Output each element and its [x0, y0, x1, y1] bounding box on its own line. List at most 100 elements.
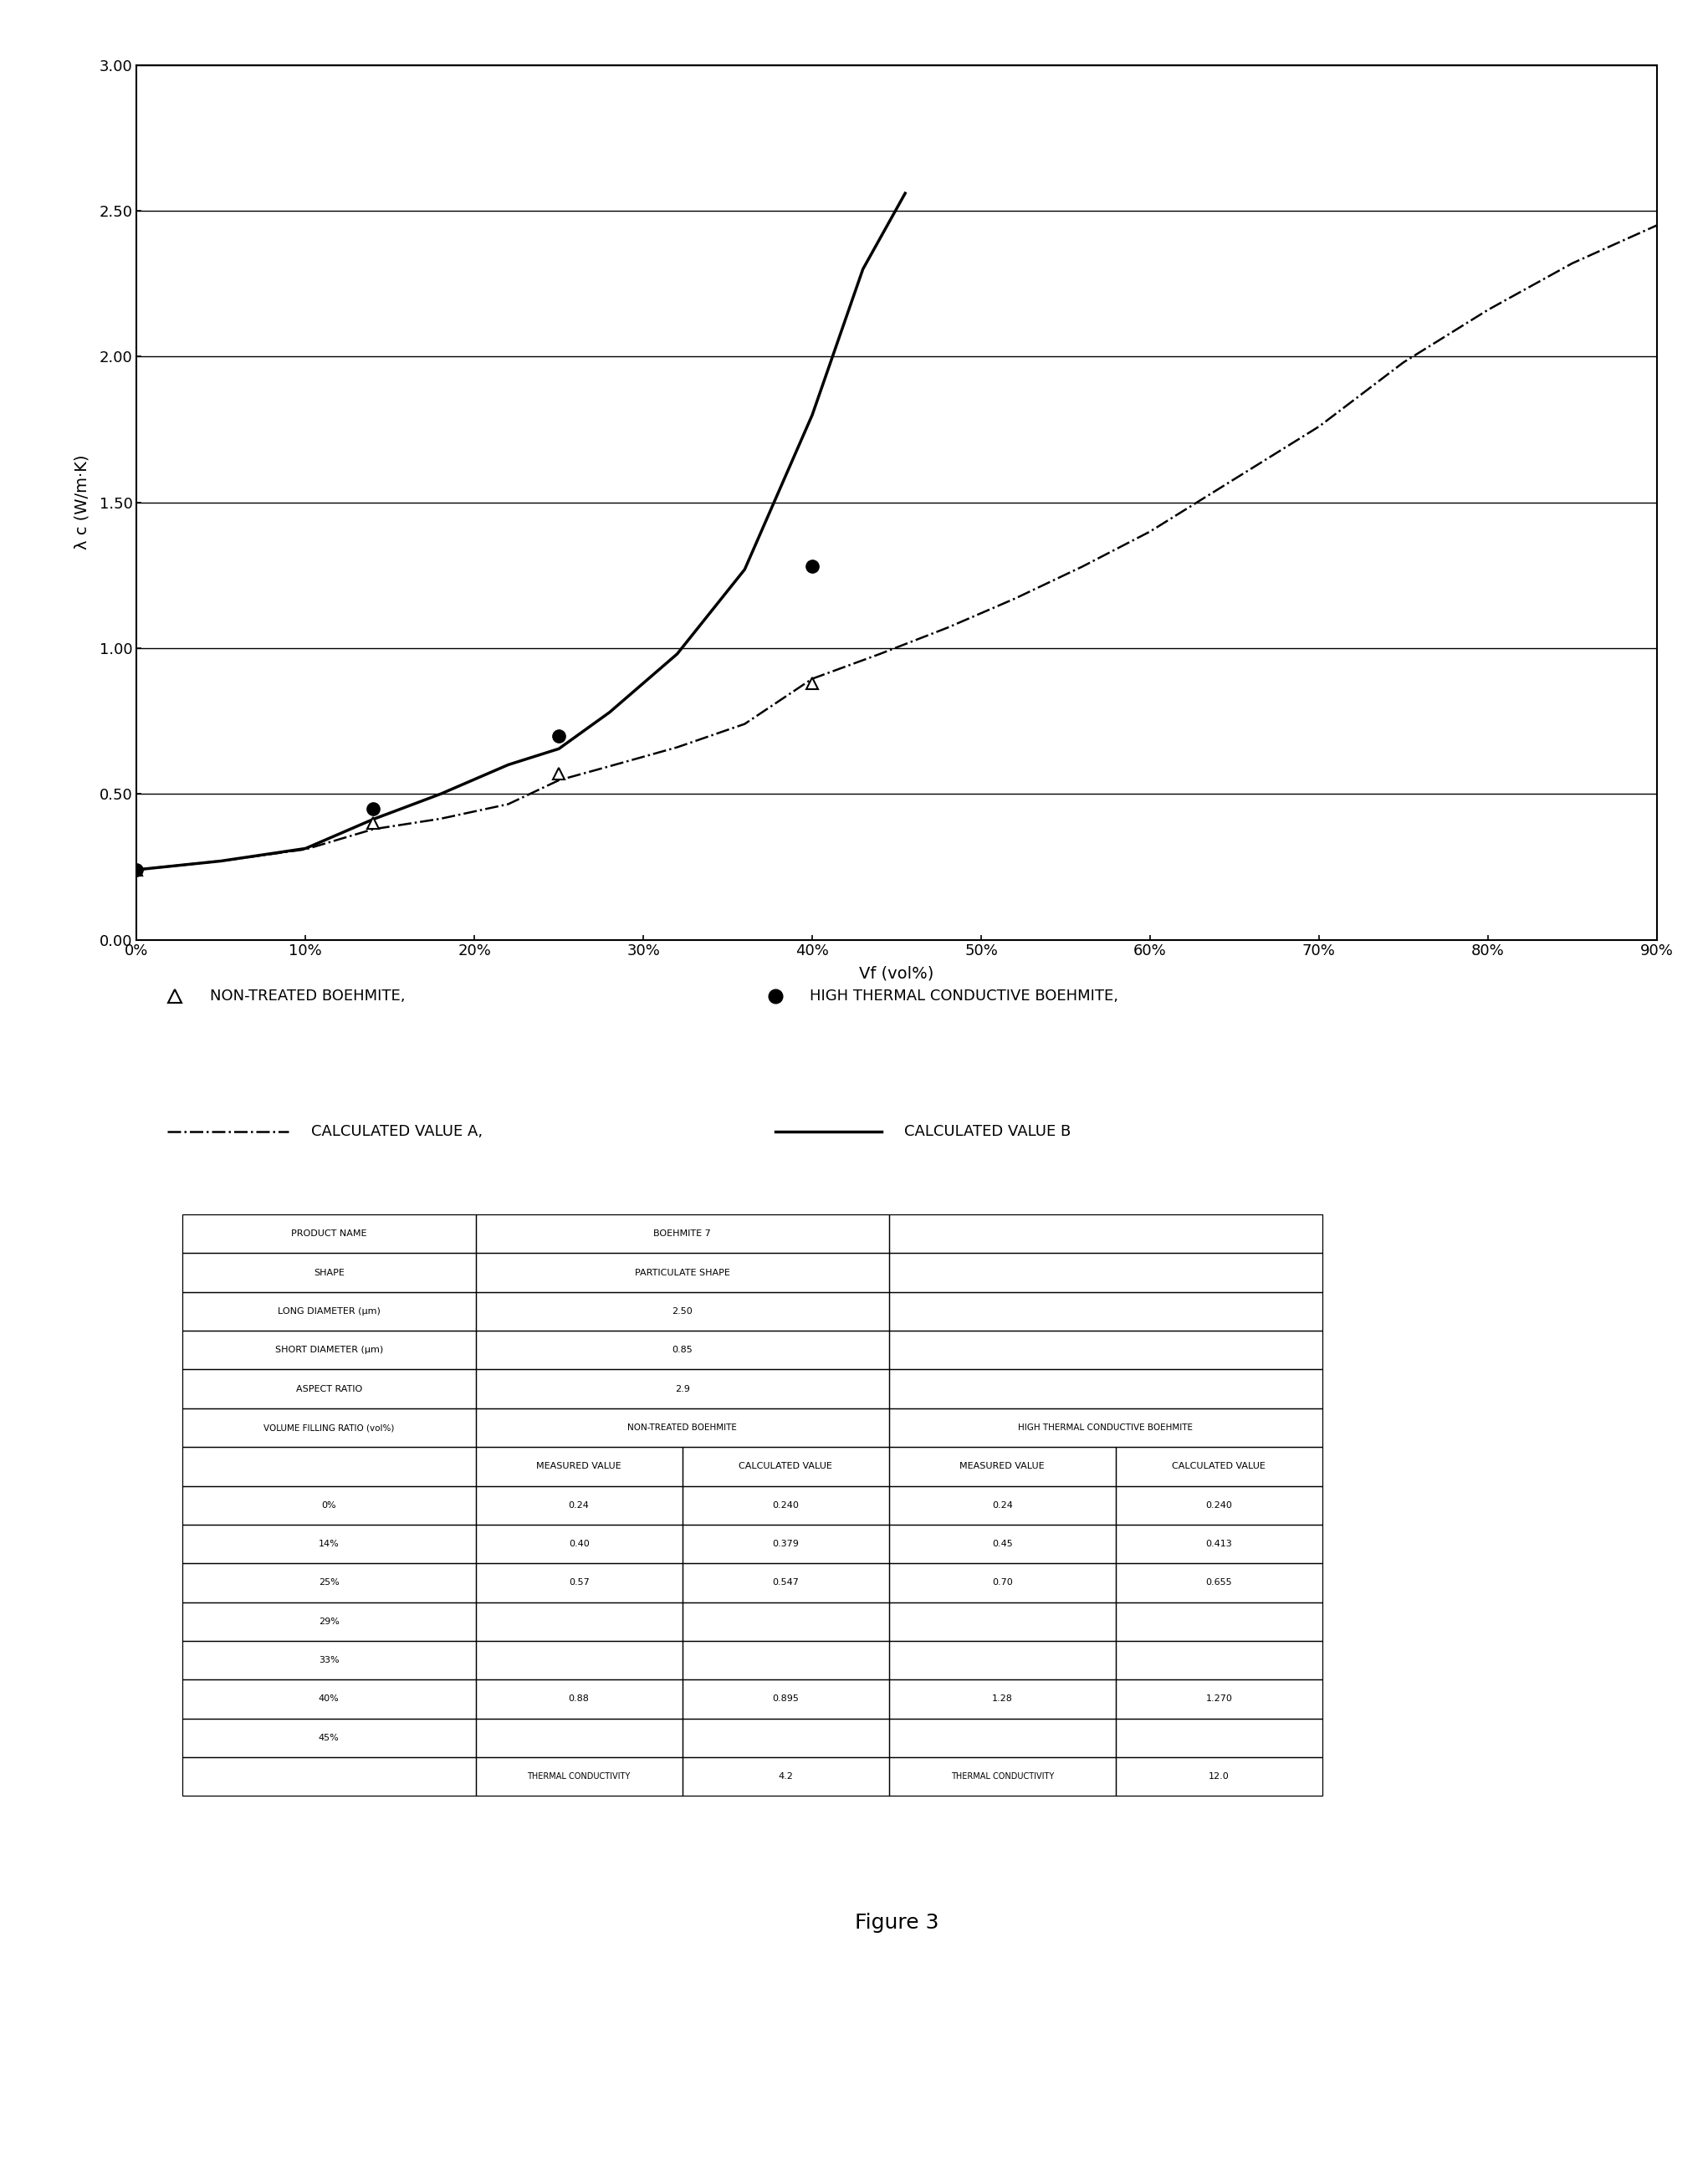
Bar [183, 1679, 475, 1718]
Bar [681, 1601, 888, 1640]
Bar [888, 1370, 1322, 1409]
Text: NON-TREATED BOEHMITE: NON-TREATED BOEHMITE [627, 1424, 738, 1432]
Bar [681, 1562, 888, 1601]
Text: HIGH THERMAL CONDUCTIVE BOEHMITE,: HIGH THERMAL CONDUCTIVE BOEHMITE, [810, 988, 1119, 1003]
Text: 0.240: 0.240 [1206, 1502, 1233, 1510]
Text: 0.895: 0.895 [772, 1695, 799, 1703]
Text: 2.50: 2.50 [671, 1307, 693, 1315]
Bar [475, 1214, 888, 1253]
Text: 1.270: 1.270 [1206, 1695, 1233, 1703]
Bar [475, 1640, 681, 1679]
Text: 0.379: 0.379 [772, 1541, 799, 1547]
Text: BOEHMITE 7: BOEHMITE 7 [654, 1229, 711, 1237]
Text: PARTICULATE SHAPE: PARTICULATE SHAPE [635, 1268, 729, 1276]
Text: 29%: 29% [318, 1617, 340, 1625]
Bar [183, 1448, 475, 1487]
Text: 0.240: 0.240 [772, 1502, 799, 1510]
Text: 12.0: 12.0 [1209, 1773, 1230, 1781]
Bar [475, 1757, 681, 1796]
Bar [475, 1292, 888, 1331]
X-axis label: Vf (vol%): Vf (vol%) [859, 966, 934, 982]
Text: 0.413: 0.413 [1206, 1541, 1231, 1547]
Bar [1115, 1448, 1322, 1487]
Text: PRODUCT NAME: PRODUCT NAME [290, 1229, 367, 1237]
Bar [888, 1601, 1115, 1640]
Text: 0.547: 0.547 [772, 1578, 799, 1586]
Bar [183, 1409, 475, 1448]
Text: 4.2: 4.2 [779, 1773, 793, 1781]
Bar [681, 1718, 888, 1757]
Text: 14%: 14% [319, 1541, 340, 1547]
Bar [1115, 1718, 1322, 1757]
Text: SHORT DIAMETER (μm): SHORT DIAMETER (μm) [275, 1346, 383, 1354]
Bar [888, 1487, 1115, 1526]
Text: THERMAL CONDUCTIVITY: THERMAL CONDUCTIVITY [951, 1773, 1054, 1781]
Bar [183, 1331, 475, 1370]
Text: NON-TREATED BOEHMITE,: NON-TREATED BOEHMITE, [210, 988, 405, 1003]
Text: Figure 3: Figure 3 [854, 1913, 939, 1933]
Text: VOLUME FILLING RATIO (vol%): VOLUME FILLING RATIO (vol%) [263, 1424, 395, 1432]
Text: 0.57: 0.57 [569, 1578, 589, 1586]
Bar [681, 1757, 888, 1796]
Text: 0.70: 0.70 [992, 1578, 1013, 1586]
Bar [681, 1487, 888, 1526]
Text: ASPECT RATIO: ASPECT RATIO [295, 1385, 362, 1393]
Bar [888, 1409, 1322, 1448]
Text: SHAPE: SHAPE [314, 1268, 345, 1276]
Bar [888, 1292, 1322, 1331]
Text: LONG DIAMETER (μm): LONG DIAMETER (μm) [277, 1307, 381, 1315]
Bar [183, 1526, 475, 1562]
Bar [183, 1253, 475, 1292]
Bar [1115, 1601, 1322, 1640]
Bar [888, 1640, 1115, 1679]
Bar [888, 1757, 1115, 1796]
Bar [1115, 1640, 1322, 1679]
Bar [183, 1562, 475, 1601]
Text: 0.45: 0.45 [992, 1541, 1013, 1547]
Text: THERMAL CONDUCTIVITY: THERMAL CONDUCTIVITY [528, 1773, 630, 1781]
Text: CALCULATED VALUE A,: CALCULATED VALUE A, [311, 1125, 483, 1140]
Text: 0.24: 0.24 [992, 1502, 1013, 1510]
Bar [888, 1526, 1115, 1562]
Bar [681, 1640, 888, 1679]
Bar [888, 1331, 1322, 1370]
Text: 2.9: 2.9 [675, 1385, 690, 1393]
Bar [183, 1292, 475, 1331]
Bar [183, 1718, 475, 1757]
Bar [1115, 1679, 1322, 1718]
Bar [1115, 1487, 1322, 1526]
Bar [888, 1562, 1115, 1601]
Text: MEASURED VALUE: MEASURED VALUE [536, 1463, 622, 1471]
Text: 0.85: 0.85 [671, 1346, 693, 1354]
Bar [183, 1757, 475, 1796]
Bar [475, 1526, 681, 1562]
Bar [183, 1640, 475, 1679]
Bar [681, 1448, 888, 1487]
Bar [888, 1718, 1115, 1757]
Bar [475, 1448, 681, 1487]
Text: 25%: 25% [319, 1578, 340, 1586]
Text: 0.88: 0.88 [569, 1695, 589, 1703]
Text: CALCULATED VALUE: CALCULATED VALUE [1172, 1463, 1266, 1471]
Bar [183, 1370, 475, 1409]
Bar [888, 1448, 1115, 1487]
Bar [681, 1526, 888, 1562]
Text: CALCULATED VALUE: CALCULATED VALUE [740, 1463, 832, 1471]
Bar [475, 1601, 681, 1640]
Bar [475, 1370, 888, 1409]
Bar [888, 1253, 1322, 1292]
Bar [475, 1679, 681, 1718]
Text: 1.28: 1.28 [992, 1695, 1013, 1703]
Text: HIGH THERMAL CONDUCTIVE BOEHMITE: HIGH THERMAL CONDUCTIVE BOEHMITE [1018, 1424, 1194, 1432]
Text: 0.655: 0.655 [1206, 1578, 1231, 1586]
Bar [888, 1679, 1115, 1718]
Bar [183, 1601, 475, 1640]
Text: 0%: 0% [321, 1502, 336, 1510]
Bar [475, 1718, 681, 1757]
Bar [888, 1214, 1322, 1253]
Bar [1115, 1757, 1322, 1796]
Bar [183, 1487, 475, 1526]
Text: CALCULATED VALUE B: CALCULATED VALUE B [904, 1125, 1071, 1140]
Y-axis label: λ c (W/m·K): λ c (W/m·K) [73, 455, 91, 550]
Bar [1115, 1526, 1322, 1562]
